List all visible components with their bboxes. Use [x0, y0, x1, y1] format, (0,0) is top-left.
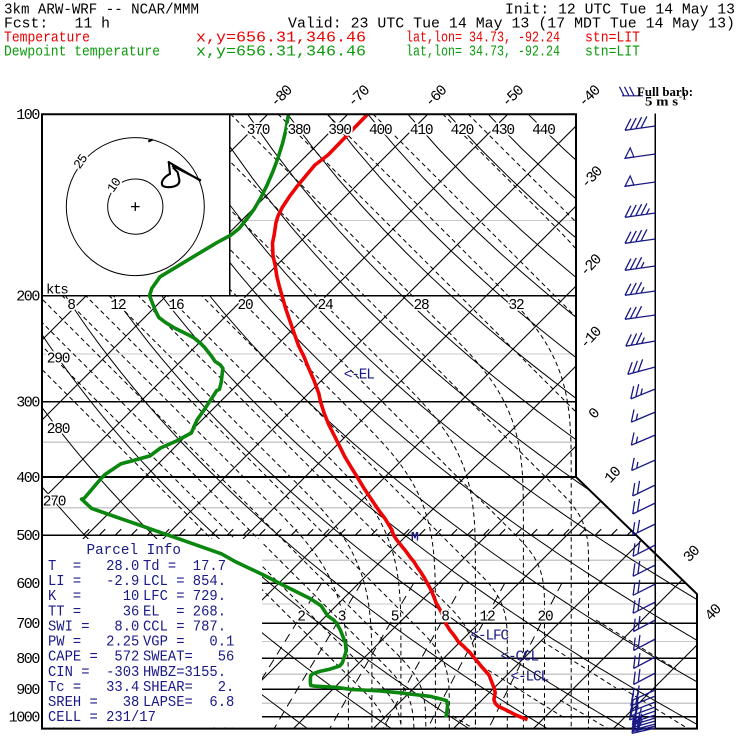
svg-text:400: 400 [369, 123, 392, 139]
svg-text:290: 290 [47, 352, 70, 368]
svg-text:-60: -60 [422, 82, 452, 111]
svg-text:-50: -50 [499, 82, 529, 111]
svg-text:CIN = -303: CIN = -303 [48, 664, 139, 681]
svg-text:SREH = 38: SREH = 38 [48, 694, 139, 711]
svg-text:370: 370 [247, 123, 270, 139]
svg-text:Parcel Info: Parcel Info [87, 542, 182, 559]
svg-text:LFC = 729.: LFC = 729. [143, 588, 226, 605]
svg-text:T = 28.0: T = 28.0 [48, 558, 139, 575]
svg-text:500: 500 [16, 528, 40, 545]
svg-text:1000: 1000 [9, 710, 41, 727]
svg-text:700: 700 [16, 616, 40, 633]
svg-text:kts: kts [46, 283, 68, 299]
svg-text:30: 30 [680, 542, 704, 566]
svg-text:-80: -80 [267, 82, 297, 111]
svg-text:Init: 12 UTC Tue 14 May 13: Init: 12 UTC Tue 14 May 13 [505, 2, 735, 19]
svg-text:-20: -20 [577, 251, 606, 281]
svg-text:-30: -30 [578, 163, 607, 193]
svg-text:HWBZ=3155.: HWBZ=3155. [143, 664, 226, 681]
svg-text:stn=LIT: stn=LIT [585, 30, 640, 47]
svg-text:20: 20 [537, 609, 553, 625]
svg-text:LCL = 854.: LCL = 854. [143, 573, 226, 590]
svg-text:28: 28 [413, 298, 429, 314]
svg-text:<-CCL: <-CCL [501, 649, 539, 665]
svg-text:32: 32 [508, 298, 524, 314]
svg-text:600: 600 [16, 576, 40, 593]
svg-text:12: 12 [479, 609, 495, 625]
svg-text:x,y=656.31,346.46: x,y=656.31,346.46 [196, 30, 366, 47]
svg-text:270: 270 [43, 495, 66, 511]
svg-text:5: 5 [391, 609, 399, 625]
svg-text:SWEAT= 56: SWEAT= 56 [143, 649, 234, 666]
svg-text:430: 430 [491, 123, 514, 139]
svg-text:380: 380 [288, 123, 311, 139]
svg-text:0: 0 [586, 405, 605, 423]
svg-text:10: 10 [602, 463, 626, 487]
svg-text:Td = 17.7: Td = 17.7 [143, 558, 226, 575]
svg-text:200: 200 [16, 288, 40, 305]
svg-text:8: 8 [67, 298, 75, 314]
svg-text:800: 800 [16, 651, 40, 668]
svg-text:<-LCL: <-LCL [511, 670, 549, 686]
svg-text:-70: -70 [345, 82, 375, 111]
svg-text:420: 420 [451, 123, 474, 139]
svg-text:-40: -40 [575, 82, 605, 111]
svg-text:Temperature: Temperature [4, 30, 90, 47]
svg-text:12: 12 [110, 298, 126, 314]
svg-text:Tc = 33.4: Tc = 33.4 [48, 679, 139, 696]
svg-text:3km ARW-WRF -- NCAR/MMM: 3km ARW-WRF -- NCAR/MMM [4, 2, 199, 19]
svg-text:Valid: 23 UTC Tue 14 May 13 (1: Valid: 23 UTC Tue 14 May 13 (17 MDT Tue … [288, 16, 735, 33]
svg-text:40: 40 [702, 601, 726, 625]
svg-text:TT = 36: TT = 36 [48, 603, 139, 620]
svg-text:M: M [411, 529, 419, 544]
svg-text:stn=LIT: stn=LIT [585, 44, 640, 61]
svg-text:300: 300 [16, 395, 40, 412]
svg-text:CELL = 231/17: CELL = 231/17 [48, 709, 156, 726]
svg-text:LAPSE= 6.8: LAPSE= 6.8 [143, 694, 234, 711]
svg-text:PW = 2.25: PW = 2.25 [48, 634, 139, 651]
svg-text:K = 10: K = 10 [48, 588, 139, 605]
svg-text:EL = 268.: EL = 268. [143, 603, 226, 620]
svg-text:16: 16 [168, 298, 184, 314]
svg-text:-1: -1 [679, 92, 687, 102]
svg-text:SHEAR= 2.: SHEAR= 2. [143, 679, 234, 696]
svg-text:Full barb:: Full barb: [637, 85, 693, 99]
svg-text:280: 280 [47, 422, 70, 438]
svg-text:410: 410 [410, 123, 433, 139]
svg-text:CAPE = 572: CAPE = 572 [48, 649, 139, 666]
svg-text:<-LFC: <-LFC [471, 629, 510, 645]
svg-text:8: 8 [441, 609, 449, 625]
svg-text:5 m s: 5 m s [645, 95, 678, 109]
svg-text:390: 390 [328, 123, 351, 139]
svg-text:3: 3 [338, 609, 346, 625]
svg-text:x,y=656.31,346.46: x,y=656.31,346.46 [196, 44, 366, 61]
svg-text:24: 24 [317, 298, 333, 314]
svg-text:lat,lon= 34.73, -92.24: lat,lon= 34.73, -92.24 [406, 30, 560, 47]
svg-text:400: 400 [16, 470, 40, 487]
svg-text:2: 2 [297, 609, 305, 625]
svg-text:LI = -2.9: LI = -2.9 [48, 573, 139, 590]
svg-text:<-EL: <-EL [344, 367, 375, 383]
svg-text:CCL = 787.: CCL = 787. [143, 618, 226, 635]
svg-text:Fcst: 11 h: Fcst: 11 h [4, 16, 110, 33]
svg-text:100: 100 [16, 107, 40, 124]
svg-text:VGP = 0.1: VGP = 0.1 [143, 634, 234, 651]
svg-text:SWI = 8.0: SWI = 8.0 [48, 618, 139, 635]
svg-text:Dewpoint temperature: Dewpoint temperature [4, 44, 160, 61]
svg-text:lat,lon= 34.73, -92.24: lat,lon= 34.73, -92.24 [406, 44, 560, 61]
svg-text:20: 20 [237, 298, 253, 314]
svg-text:-10: -10 [577, 323, 606, 353]
svg-text:900: 900 [16, 682, 40, 699]
svg-text:440: 440 [532, 123, 555, 139]
